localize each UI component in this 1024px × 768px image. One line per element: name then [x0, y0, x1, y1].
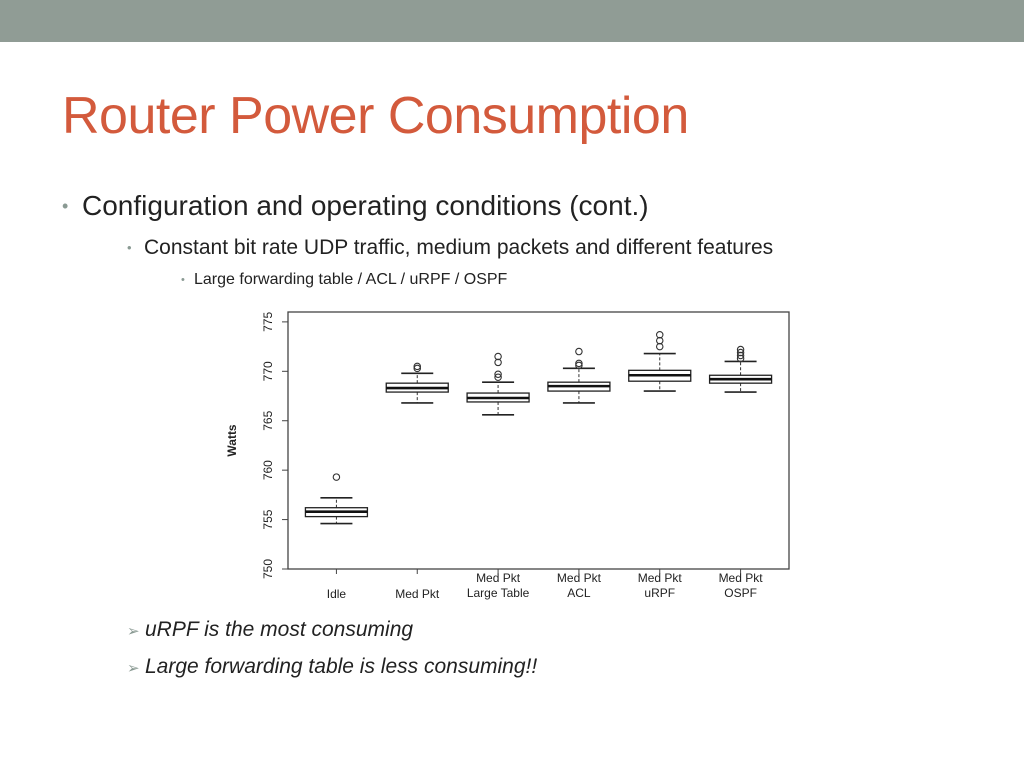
outlier-point	[736, 348, 745, 357]
x-tick-label-line: Med Pkt	[638, 571, 683, 585]
y-tick-label: 760	[261, 460, 275, 480]
boxplot-group	[547, 347, 611, 404]
boxplot-group	[304, 473, 369, 525]
outlier-point	[413, 362, 422, 371]
arrow-bullet-1: ➢ uRPF is the most consuming	[127, 616, 413, 646]
plot-frame	[287, 311, 790, 570]
y-tick-label: 770	[261, 361, 275, 381]
y-axis-label: Watts	[225, 424, 239, 457]
y-tick-label: 775	[261, 312, 275, 332]
x-tick-label-line: Med Pkt	[557, 571, 602, 585]
boxplot-group	[628, 330, 692, 392]
bullet-level-1: • Configuration and operating conditions …	[62, 188, 649, 224]
bullet-level-3: • Large forwarding table / ACL / uRPF / O…	[181, 269, 507, 291]
outlier-point	[736, 345, 745, 354]
x-tick-label-line: Idle	[327, 587, 347, 601]
boxplot-group	[708, 345, 773, 393]
bullet-level-2: • Constant bit rate UDP traffic, medium p…	[127, 234, 773, 262]
x-tick-label: Med Pkt OSPF	[719, 571, 764, 600]
bullet-level-1-text: Configuration and operating conditions (…	[82, 190, 649, 221]
outlier-point	[494, 370, 502, 379]
x-tick-label: Med Pkt ACL	[557, 571, 602, 600]
outlier-point	[413, 364, 422, 373]
x-tick-label-line: Large Table	[467, 586, 530, 600]
x-tick-label: Med Pkt Large Table	[467, 571, 530, 600]
arrow-bullet-icon: ➢	[127, 660, 140, 677]
arrow-bullet-icon: ➢	[127, 623, 140, 640]
outlier-point	[575, 347, 583, 356]
bullet-level-3-text: Large forwarding table / ACL / uRPF / OS…	[194, 271, 508, 288]
x-tick-label-line: uRPF	[644, 586, 675, 600]
bullet-dot-icon: •	[127, 240, 132, 255]
x-tick-label-line: Med Pkt	[395, 587, 440, 601]
bullet-dot-icon: •	[62, 196, 69, 216]
slide-title: Router Power Consumption	[62, 87, 689, 145]
x-tick-label: Idle	[327, 587, 347, 601]
bullet-level-2-text: Constant bit rate UDP traffic, medium pa…	[144, 236, 774, 259]
x-tick-label-line: Med Pkt	[476, 571, 521, 585]
outlier-point	[494, 352, 502, 361]
arrow-bullet-2-text: Large forwarding table is less consuming…	[145, 655, 538, 678]
y-tick-label: 750	[261, 559, 275, 579]
arrow-bullet-1-text: uRPF is the most consuming	[145, 618, 414, 641]
y-tick-label: 765	[261, 410, 275, 430]
x-tick-label: Med Pkt	[395, 587, 440, 601]
bullet-dot-icon: •	[181, 274, 185, 286]
outlier-point	[494, 373, 502, 381]
y-tick-label: 755	[261, 509, 275, 529]
boxplot-group	[466, 352, 530, 416]
x-tick-label-line: Med Pkt	[719, 571, 764, 585]
x-tick-label: Med Pkt uRPF	[638, 571, 683, 600]
x-tick-label-line: OSPF	[724, 586, 757, 600]
boxplot-group	[385, 362, 449, 404]
outlier-point	[575, 361, 583, 370]
outlier-point	[655, 330, 664, 339]
x-tick-label-line: ACL	[567, 586, 591, 600]
top-decorative-bar	[0, 0, 1024, 42]
outlier-point	[575, 359, 583, 368]
arrow-bullet-2: ➢ Large forwarding table is less consumin…	[127, 653, 537, 683]
outlier-point	[332, 473, 341, 481]
